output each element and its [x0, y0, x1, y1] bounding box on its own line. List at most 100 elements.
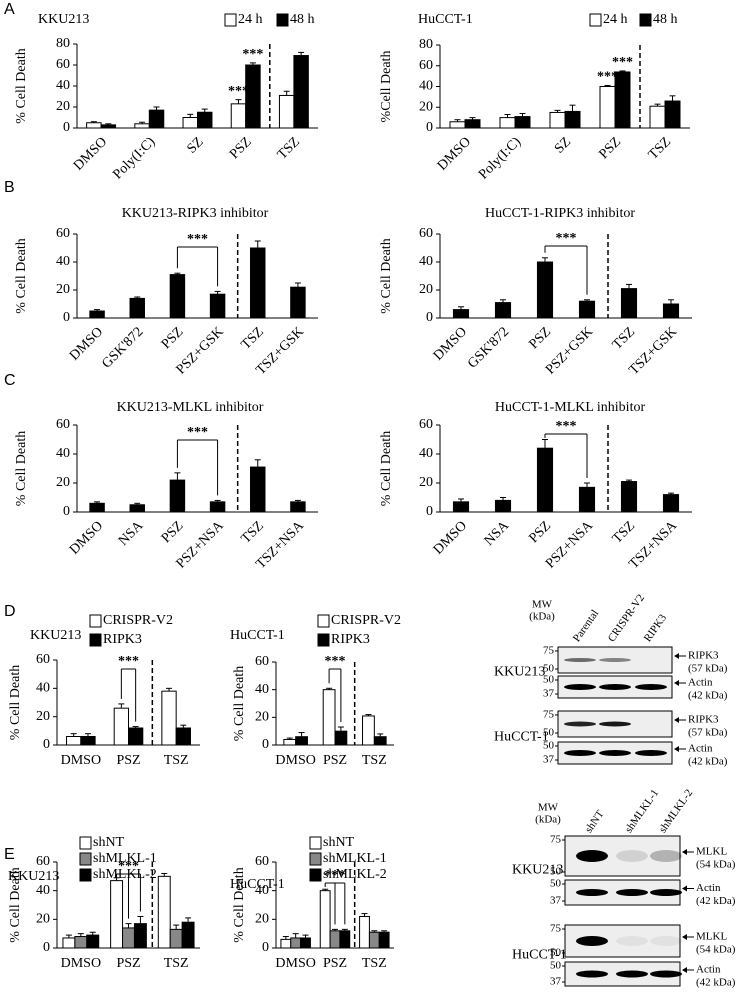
mw-marker: 37 — [543, 754, 555, 766]
y-tick-label: 60 — [419, 58, 433, 73]
bar — [599, 86, 616, 129]
protein-size: (57 kDa) — [688, 663, 728, 675]
bar — [182, 117, 198, 129]
blot-band — [650, 970, 682, 978]
panel-label: E — [4, 846, 15, 863]
blot-band — [576, 850, 608, 862]
x-tick-label: TSZ — [164, 956, 189, 971]
y-tick-label: 0 — [262, 940, 269, 955]
mw-unit: (kDa) — [529, 611, 555, 623]
bar — [133, 923, 147, 949]
bar — [197, 111, 213, 129]
chart-title: KKU213 — [30, 628, 81, 643]
bar — [514, 116, 531, 129]
x-tick-label: GSK'872 — [99, 324, 146, 371]
bar — [319, 890, 331, 949]
legend-label: shMLKL-1 — [93, 851, 157, 866]
x-tick-label: TSZ — [275, 134, 303, 162]
bar — [499, 117, 516, 129]
x-tick-label: TSZ — [610, 518, 638, 546]
bar — [66, 736, 82, 746]
bar — [129, 297, 145, 319]
cell-line-label: HuCCT-1 — [512, 948, 567, 963]
bar — [89, 310, 105, 319]
bar — [494, 499, 512, 513]
x-tick-label: DMSO — [67, 324, 106, 363]
y-tick-label: 20 — [255, 710, 269, 725]
y-tick-label: 40 — [56, 78, 70, 93]
bar — [86, 934, 100, 949]
y-tick-label: 60 — [56, 57, 70, 72]
y-tick-label: 40 — [255, 682, 269, 697]
bar — [86, 122, 102, 129]
bar — [290, 501, 306, 513]
x-tick-label: PSZ — [526, 518, 554, 546]
bar-chart: KKU213-RIPK3 inhibitor % Cell Death 0 20 40 6… — [14, 206, 318, 378]
bar-chart: HuCCT-1% Cell Death 0 20 40 60 DMSO PSZ TSZ shNT… — [230, 835, 394, 971]
y-tick-label: 40 — [419, 254, 433, 269]
legend-swatch — [309, 836, 322, 850]
y-tick-label: 40 — [56, 254, 70, 269]
bar — [290, 286, 306, 319]
mw-marker: 50 — [543, 674, 555, 686]
y-tick-label: 60 — [255, 854, 269, 869]
protein-label: Actin — [696, 882, 721, 894]
significance: *** — [325, 654, 346, 669]
blot-band — [635, 750, 667, 756]
blot-band — [650, 889, 682, 896]
legend-label: CRISPR-V2 — [331, 613, 401, 628]
significance: *** — [242, 47, 263, 62]
blot-band — [599, 658, 631, 662]
y-axis-label: % Cell Death — [232, 666, 247, 741]
lane-label: shNT — [583, 808, 607, 835]
bar — [157, 875, 171, 949]
bar — [620, 481, 638, 513]
bar-chart: KKU213 % Cell Death 0 20 40 60 DMSO PSZ TSZ CRISP… — [8, 613, 200, 768]
blot-band — [616, 889, 648, 896]
x-tick-label: PSZ — [159, 518, 187, 546]
x-tick-label: DMSO — [61, 753, 101, 768]
bar — [494, 302, 512, 319]
bar — [329, 930, 341, 949]
y-axis-label: % Cell Death — [379, 431, 394, 506]
y-tick-label: 40 — [56, 446, 70, 461]
mw-marker: 50 — [550, 866, 562, 878]
lane-label: shMLKL-2 — [657, 787, 696, 835]
bar — [134, 123, 150, 129]
y-tick-label: 20 — [36, 709, 50, 724]
significance: *** — [556, 419, 577, 434]
y-tick-label: 0 — [426, 504, 433, 519]
arrow-head — [674, 653, 679, 659]
mw-unit: (kDa) — [535, 814, 561, 826]
y-tick-label: 40 — [36, 883, 50, 898]
blot-band — [564, 750, 596, 756]
chart-title: HuCCT-1 — [230, 877, 285, 892]
bar — [536, 447, 554, 513]
mw-marker: 37 — [550, 976, 562, 988]
cell-line-label: HuCCT-1 — [494, 730, 549, 745]
bar-chart: HuCCT-1-RIPK3 inhibitor % Cell Death 0 20 40… — [379, 206, 692, 378]
protein-size: (42 kDa) — [696, 977, 736, 989]
bar-chart: HuCCT-1 %Cell Death 0 20 40 60 80 DMSO Poly(I:C)… — [379, 12, 690, 183]
legend-swatch — [89, 614, 102, 628]
bar — [245, 64, 261, 129]
y-tick-label: 20 — [419, 282, 433, 297]
blot-band — [576, 936, 608, 946]
y-axis-label: % Cell Death — [14, 48, 29, 123]
y-axis-label: % Cell Death — [8, 665, 23, 740]
protein-size: (54 kDa) — [696, 944, 736, 956]
bar — [74, 936, 88, 949]
arrow-head — [674, 680, 679, 686]
bar — [362, 715, 375, 746]
significance: *** — [118, 859, 139, 874]
bar-chart: HuCCT-1 % Cell Death 0 20 40 60 DMSO PSZ TSZ CRIS… — [230, 613, 401, 768]
chart-title: HuCCT-1 — [230, 628, 285, 643]
mw-label: MW — [532, 599, 553, 611]
x-tick-label: SZ — [552, 134, 574, 156]
legend-label: shNT — [323, 835, 355, 850]
x-tick-label: DMSO — [431, 518, 470, 557]
x-tick-label: DMSO — [275, 753, 315, 768]
blot-band — [616, 850, 648, 862]
